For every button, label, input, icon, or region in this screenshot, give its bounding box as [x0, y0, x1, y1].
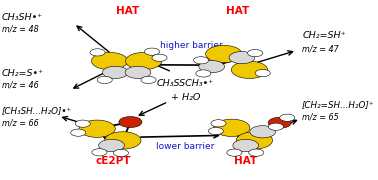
Text: higher barrier: higher barrier: [160, 41, 222, 50]
Circle shape: [102, 66, 128, 78]
Circle shape: [268, 123, 284, 130]
Text: + H₂O: + H₂O: [170, 93, 200, 102]
Text: m/z = 47: m/z = 47: [302, 44, 339, 53]
Circle shape: [97, 76, 112, 84]
Text: lower barrier: lower barrier: [156, 142, 214, 151]
Circle shape: [125, 52, 162, 70]
Text: m/z = 65: m/z = 65: [302, 112, 339, 122]
Circle shape: [255, 69, 270, 77]
Text: m/z = 46: m/z = 46: [2, 81, 39, 90]
Circle shape: [99, 139, 124, 152]
Circle shape: [233, 139, 259, 152]
Text: cE2PT: cE2PT: [96, 156, 131, 166]
Circle shape: [250, 126, 276, 138]
Text: HAT: HAT: [226, 6, 249, 16]
Circle shape: [79, 120, 115, 137]
Text: [CH₃SH...H₂O]•⁺: [CH₃SH...H₂O]•⁺: [2, 106, 72, 115]
Text: CH₂=S•⁺: CH₂=S•⁺: [2, 69, 44, 78]
Circle shape: [236, 132, 273, 149]
Circle shape: [214, 119, 250, 136]
Text: CH₃SH•⁺: CH₃SH•⁺: [2, 13, 43, 22]
Text: m/z = 48: m/z = 48: [2, 24, 39, 33]
Circle shape: [144, 48, 160, 55]
Circle shape: [268, 117, 291, 128]
Circle shape: [211, 120, 226, 127]
Circle shape: [141, 76, 156, 84]
Circle shape: [91, 52, 128, 70]
Circle shape: [227, 149, 242, 156]
Circle shape: [90, 49, 105, 56]
Circle shape: [113, 149, 129, 157]
Circle shape: [105, 132, 141, 149]
Circle shape: [75, 120, 90, 127]
Circle shape: [248, 50, 263, 57]
Circle shape: [249, 149, 264, 156]
Circle shape: [231, 61, 268, 78]
Text: [CH₂=SH...H₂O]⁺: [CH₂=SH...H₂O]⁺: [302, 100, 374, 109]
Circle shape: [119, 116, 142, 128]
Text: HAT: HAT: [234, 156, 257, 166]
Circle shape: [92, 149, 107, 156]
Circle shape: [206, 45, 242, 63]
Text: HAT: HAT: [116, 6, 139, 16]
Circle shape: [199, 60, 225, 73]
Circle shape: [194, 57, 209, 64]
Text: m/z = 66: m/z = 66: [2, 119, 39, 128]
Circle shape: [125, 66, 151, 78]
Circle shape: [152, 54, 167, 61]
Text: CH₂=SH⁺: CH₂=SH⁺: [302, 31, 346, 40]
Text: CH₃SSCH₃•⁺: CH₃SSCH₃•⁺: [156, 79, 214, 88]
Circle shape: [71, 129, 86, 136]
Circle shape: [229, 51, 255, 64]
Circle shape: [208, 127, 223, 135]
Circle shape: [280, 114, 295, 121]
Circle shape: [196, 70, 211, 77]
